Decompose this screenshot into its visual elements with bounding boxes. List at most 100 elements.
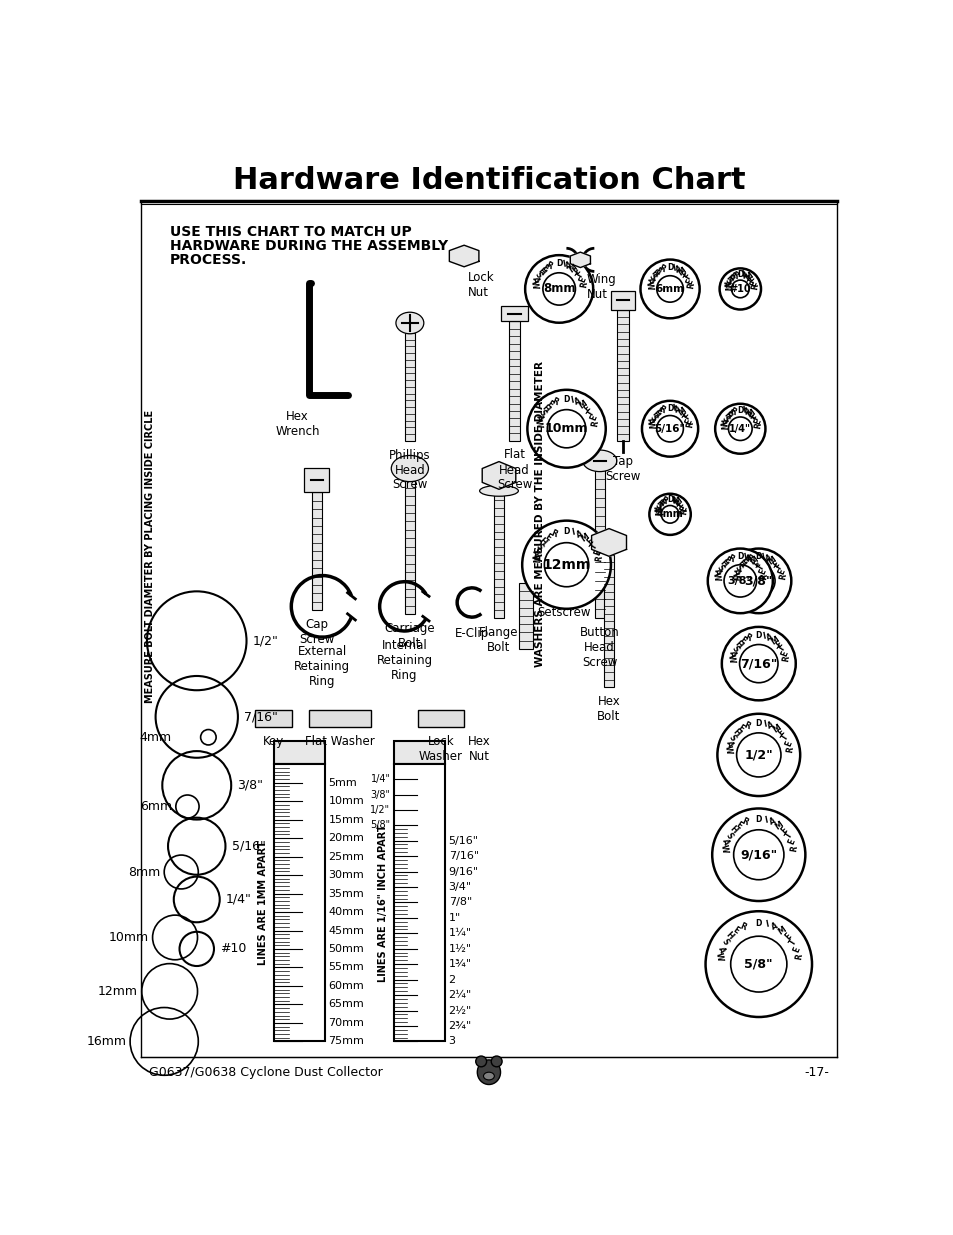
Text: 8mm: 8mm bbox=[128, 866, 160, 878]
Text: R: R bbox=[781, 655, 791, 662]
Text: A: A bbox=[723, 739, 734, 747]
Text: MEASURE BOLT DIAMETER BY PLACING INSIDE CIRCLE: MEASURE BOLT DIAMETER BY PLACING INSIDE … bbox=[145, 410, 155, 703]
Circle shape bbox=[731, 280, 748, 298]
Text: A: A bbox=[763, 553, 772, 564]
Circle shape bbox=[721, 627, 795, 700]
Text: 40mm: 40mm bbox=[328, 906, 364, 918]
Text: E: E bbox=[539, 263, 549, 273]
Text: R: R bbox=[742, 632, 752, 643]
Circle shape bbox=[641, 401, 698, 457]
Text: 7/8": 7/8" bbox=[448, 898, 472, 908]
Text: E: E bbox=[745, 274, 755, 284]
Text: H: H bbox=[536, 266, 546, 277]
Text: 75mm: 75mm bbox=[328, 1036, 364, 1046]
Polygon shape bbox=[570, 252, 590, 268]
Text: 5/8": 5/8" bbox=[370, 820, 390, 830]
Text: R: R bbox=[657, 405, 666, 415]
Text: T: T bbox=[777, 643, 787, 653]
Text: M: M bbox=[676, 266, 687, 277]
Text: T: T bbox=[747, 277, 758, 285]
Text: 10mm: 10mm bbox=[109, 931, 149, 944]
Bar bbox=[603, 555, 614, 687]
Polygon shape bbox=[449, 246, 478, 267]
Bar bbox=[594, 471, 604, 618]
Text: 3/8": 3/8" bbox=[237, 779, 263, 792]
Text: 3/8": 3/8" bbox=[370, 789, 390, 800]
Text: M: M bbox=[775, 925, 786, 936]
Text: A: A bbox=[744, 553, 754, 564]
Text: I: I bbox=[763, 920, 768, 929]
Text: E: E bbox=[770, 559, 781, 569]
Ellipse shape bbox=[582, 450, 617, 472]
Text: Flange
Bolt: Flange Bolt bbox=[478, 626, 518, 653]
Circle shape bbox=[723, 564, 756, 597]
Text: I: I bbox=[740, 406, 745, 415]
Text: E: E bbox=[736, 724, 745, 734]
Ellipse shape bbox=[395, 312, 423, 333]
Text: R: R bbox=[744, 553, 753, 564]
Text: D: D bbox=[666, 404, 673, 412]
Text: A: A bbox=[740, 270, 750, 280]
Text: W: W bbox=[710, 572, 720, 582]
Text: A: A bbox=[767, 816, 777, 827]
Text: 1/4": 1/4" bbox=[226, 893, 252, 906]
Text: #10: #10 bbox=[729, 284, 750, 294]
Text: T: T bbox=[682, 273, 693, 282]
Text: I: I bbox=[570, 527, 575, 537]
Text: I: I bbox=[561, 259, 566, 269]
Circle shape bbox=[736, 732, 781, 777]
Text: #10: #10 bbox=[220, 942, 246, 956]
Text: S: S bbox=[652, 501, 662, 511]
Text: A: A bbox=[742, 406, 751, 417]
Circle shape bbox=[476, 1056, 486, 1067]
Text: R: R bbox=[749, 283, 759, 290]
Text: S: S bbox=[729, 643, 740, 653]
Text: T: T bbox=[585, 409, 596, 417]
Text: S: S bbox=[719, 414, 729, 424]
Ellipse shape bbox=[476, 1060, 500, 1084]
Text: R: R bbox=[729, 270, 739, 280]
Text: D: D bbox=[755, 552, 761, 561]
Bar bbox=[274, 741, 324, 764]
Text: S: S bbox=[722, 831, 733, 840]
Text: A: A bbox=[564, 261, 573, 272]
Text: W: W bbox=[713, 952, 723, 962]
Text: W: W bbox=[529, 279, 539, 289]
Text: S: S bbox=[537, 409, 547, 417]
Text: E: E bbox=[577, 275, 587, 284]
Text: R: R bbox=[549, 529, 558, 540]
Text: E: E bbox=[782, 931, 792, 941]
Circle shape bbox=[456, 249, 471, 263]
Circle shape bbox=[600, 535, 617, 550]
Text: Hex
Wrench: Hex Wrench bbox=[275, 410, 319, 438]
Text: E: E bbox=[679, 269, 690, 279]
Text: 7/16": 7/16" bbox=[244, 710, 277, 724]
Circle shape bbox=[733, 830, 783, 879]
Text: A: A bbox=[769, 921, 779, 932]
Text: R: R bbox=[544, 261, 554, 272]
Text: R: R bbox=[740, 816, 748, 827]
Text: M: M bbox=[577, 399, 588, 411]
Circle shape bbox=[656, 415, 682, 442]
Text: A: A bbox=[720, 279, 731, 288]
Text: W: W bbox=[725, 653, 736, 663]
Bar bbox=[309, 710, 371, 727]
Text: E: E bbox=[585, 537, 595, 547]
Text: E: E bbox=[684, 277, 695, 285]
Text: E: E bbox=[572, 267, 581, 277]
Text: E: E bbox=[657, 496, 666, 508]
Text: I: I bbox=[670, 495, 675, 505]
Text: I: I bbox=[740, 269, 744, 279]
Text: WASHERS ARE MEASURED BY THE INSIDE DIAMETER: WASHERS ARE MEASURED BY THE INSIDE DIAME… bbox=[535, 362, 544, 667]
Text: 1/2": 1/2" bbox=[253, 635, 278, 647]
Text: 5/16": 5/16" bbox=[232, 840, 265, 852]
Circle shape bbox=[491, 1056, 501, 1067]
Text: Lock
Washer: Lock Washer bbox=[418, 735, 462, 763]
Text: S: S bbox=[647, 412, 658, 422]
Text: H: H bbox=[539, 403, 551, 414]
Text: I: I bbox=[742, 552, 746, 562]
Text: M: M bbox=[567, 262, 578, 274]
Text: T: T bbox=[589, 542, 599, 552]
Text: E: E bbox=[752, 417, 761, 426]
Text: R: R bbox=[578, 280, 588, 288]
